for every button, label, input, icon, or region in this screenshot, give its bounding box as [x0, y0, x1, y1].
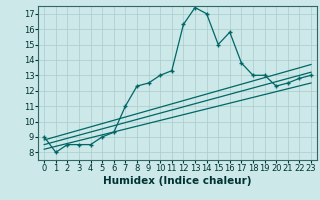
- X-axis label: Humidex (Indice chaleur): Humidex (Indice chaleur): [103, 176, 252, 186]
